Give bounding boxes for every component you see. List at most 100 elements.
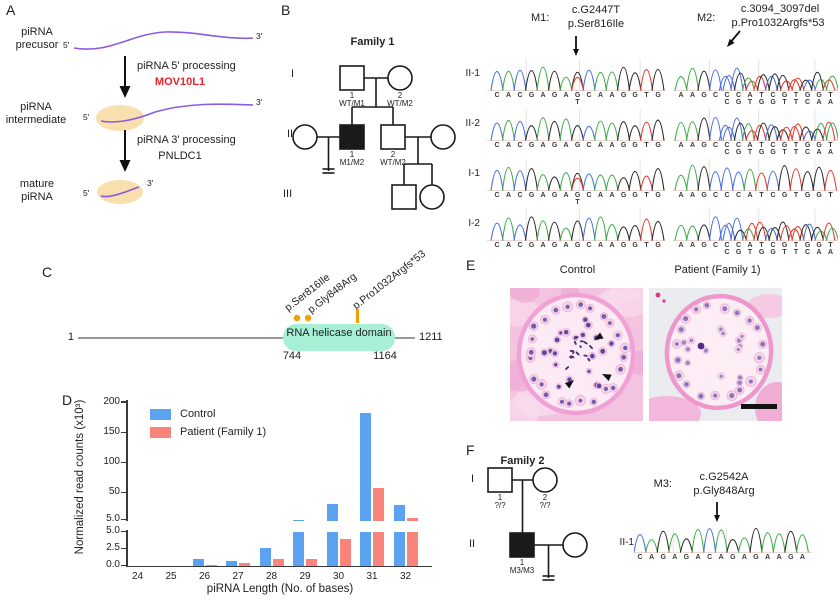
family2-pedigree xyxy=(487,467,588,581)
y-tick: 200 xyxy=(103,396,120,407)
chrom-row-label: I-2 xyxy=(468,218,480,229)
bar-Control-32 xyxy=(393,504,405,521)
precursor-rna-squiggle xyxy=(73,31,254,50)
sequence-base: C xyxy=(517,142,523,149)
sequence-base: G xyxy=(701,192,707,199)
domain-end: 1164 xyxy=(373,350,397,362)
sequence-base: G xyxy=(804,192,811,199)
sequence-base: T xyxy=(793,192,799,199)
sequence-base: C xyxy=(586,92,592,99)
sequence-base: A xyxy=(563,242,569,249)
three-prime-label: 3' xyxy=(147,178,154,188)
three-prime-label: 3' xyxy=(256,31,263,41)
sequence-base: C xyxy=(713,92,719,99)
bar-Control-29 xyxy=(293,519,304,521)
sequence-base: A xyxy=(506,92,512,99)
sequence-base: A xyxy=(540,142,546,149)
member-num: 2 xyxy=(390,150,396,159)
domain-start: 744 xyxy=(282,350,302,362)
sequence-base: A xyxy=(563,142,569,149)
sequence-base: G xyxy=(781,192,788,199)
bar-Control-29 xyxy=(293,532,304,566)
intermediate-rna xyxy=(96,103,254,131)
bar-Control-32 xyxy=(393,532,405,566)
bar-Patient (Family 1)-31 xyxy=(373,532,384,566)
sequence-base: T xyxy=(644,142,649,149)
sequence-base: G xyxy=(632,242,638,249)
step2-label: piRNA 3' processing xyxy=(137,134,236,146)
protein-start: 1 xyxy=(67,331,74,343)
sequence-base: A xyxy=(563,92,569,99)
bar-Control-31 xyxy=(360,532,371,566)
sequence-base: C xyxy=(586,142,592,149)
m1-mutation-arrow xyxy=(573,36,579,56)
sequence-base: A xyxy=(540,192,546,199)
three-prime-label: 3' xyxy=(256,97,263,107)
sequence-base: C xyxy=(724,192,730,199)
sequence-base: A xyxy=(506,242,512,249)
sequence-base: G xyxy=(620,92,627,99)
bar-Patient (Family 1)-30 xyxy=(339,538,351,566)
sequence-base: A xyxy=(678,142,684,149)
bar-Patient (Family 1)-31 xyxy=(373,488,384,521)
bar-Patient (Family 1)-29 xyxy=(306,558,317,566)
chrom-row-label: I-1 xyxy=(468,168,480,179)
member-num: 1 xyxy=(497,493,503,502)
x-tick: 25 xyxy=(165,571,177,582)
m1-protein: p.Ser816Ile xyxy=(567,18,625,30)
m2-protein: p.Pro1032Argfs*53 xyxy=(731,17,825,29)
sequence-base: G xyxy=(660,554,666,561)
down-arrow-icon xyxy=(119,56,131,98)
m1-name: M1: xyxy=(531,12,550,24)
panel-a-label: A xyxy=(6,2,16,18)
member-genotype: WT/M2 xyxy=(387,99,413,108)
member-genotype: WT/M1 xyxy=(339,99,365,108)
sequence-base: A xyxy=(598,192,604,199)
member-num: 2 xyxy=(542,493,548,502)
sequence-base: A xyxy=(690,142,696,149)
panel-e-label: E xyxy=(466,257,476,273)
sequence-base: A xyxy=(506,192,512,199)
member-num: 2 xyxy=(397,91,403,100)
legend-label-patient: Patient (Family 1) xyxy=(180,426,267,438)
sequence-base: A xyxy=(598,92,604,99)
sequence-base: A xyxy=(598,142,604,149)
generation-I: I xyxy=(471,473,475,485)
y-tick: 0.0 xyxy=(106,559,120,570)
sequence-base: A xyxy=(678,92,684,99)
sequence-base: A xyxy=(741,554,747,561)
sequence-base: A xyxy=(747,192,753,199)
histology-title-control: Control xyxy=(559,264,596,276)
m3-mutation-arrow xyxy=(714,502,720,522)
sequence-base: G xyxy=(551,142,558,149)
m3-protein: p.Gly848Arg xyxy=(693,485,755,497)
sequence-base: C xyxy=(494,92,500,99)
sequence-base: A xyxy=(540,92,546,99)
sequence-base: C xyxy=(713,242,719,249)
generation-I: I xyxy=(291,68,295,80)
bar-Patient (Family 1)-32 xyxy=(406,518,418,521)
y-tick: 5.0 xyxy=(106,513,120,524)
protein-domain-diagram xyxy=(78,309,415,351)
sequence-base: G xyxy=(528,142,535,149)
protein-end: 1211 xyxy=(419,331,443,343)
sequence-base: C xyxy=(770,192,776,199)
stage-mature-label: mature piRNA xyxy=(19,178,55,203)
